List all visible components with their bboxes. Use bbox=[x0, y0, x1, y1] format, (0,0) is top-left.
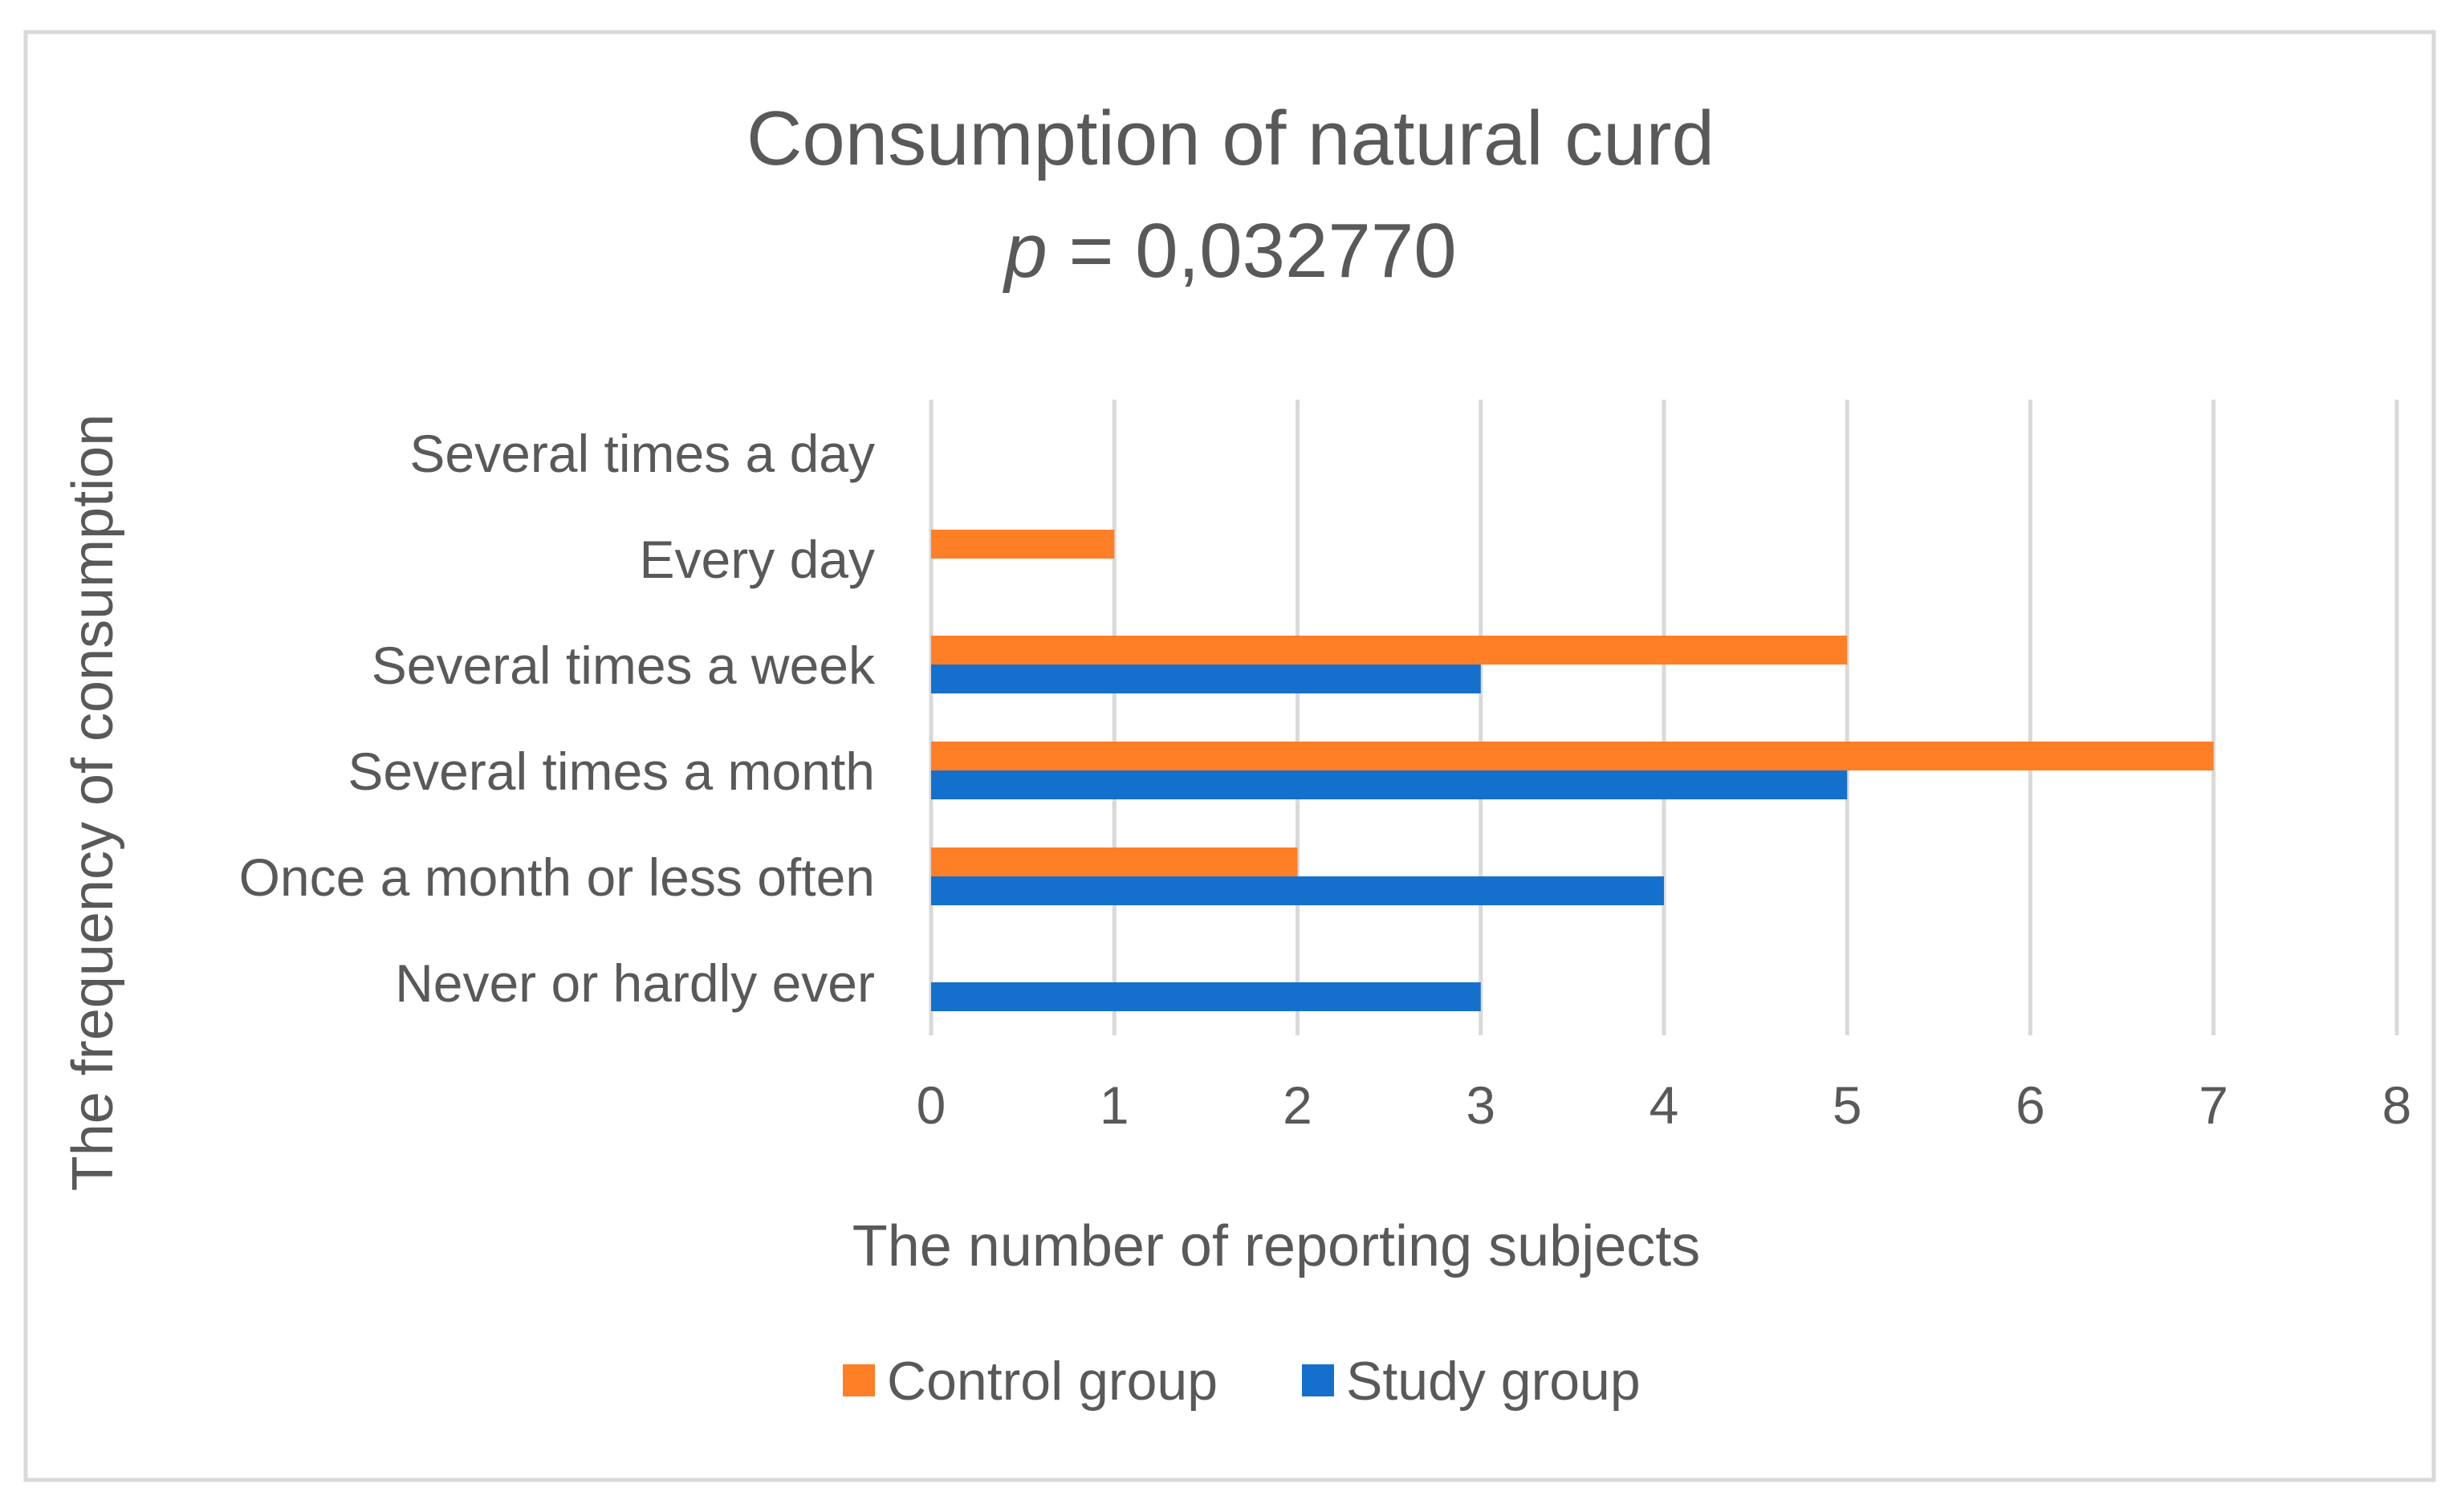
bar-study-group-several-times-a-week bbox=[931, 665, 1481, 693]
legend: Control group Study group bbox=[843, 1351, 1641, 1412]
y-axis-label: The frequency of consumption bbox=[61, 414, 125, 1192]
category-labels: Several times a day Every day Several time… bbox=[239, 424, 876, 1013]
category-label: Once a month or less often bbox=[239, 847, 875, 907]
bar-control-group-every-day bbox=[931, 530, 1115, 559]
legend-swatch-study bbox=[1302, 1364, 1334, 1396]
subtitle-p: p bbox=[1002, 208, 1047, 294]
x-tick-labels: 0 1 2 3 4 5 6 7 8 bbox=[917, 1075, 2412, 1135]
bar-control-group-several-times-a-month bbox=[931, 742, 2214, 770]
x-tick-label: 7 bbox=[2199, 1075, 2228, 1135]
subtitle-value: = 0,032770 bbox=[1047, 208, 1457, 294]
x-tick-label: 3 bbox=[1466, 1075, 1495, 1135]
category-label: Several times a month bbox=[348, 742, 875, 801]
bar-study-group-once-a-month-or-less-often bbox=[931, 876, 1664, 905]
x-tick-label: 2 bbox=[1283, 1075, 1312, 1135]
bar-control-group-several-times-a-week bbox=[931, 636, 1848, 665]
x-tick-label: 6 bbox=[2016, 1075, 2045, 1135]
x-tick-label: 1 bbox=[1100, 1075, 1129, 1135]
category-label: Several times a week bbox=[372, 636, 876, 695]
category-label: Every day bbox=[640, 530, 875, 589]
gridlines bbox=[929, 400, 2399, 1035]
category-label: Never or hardly ever bbox=[395, 953, 875, 1013]
bars bbox=[931, 530, 2214, 1011]
bar-control-group-once-a-month-or-less-often bbox=[931, 847, 1298, 876]
legend-label-control: Control group bbox=[887, 1351, 1218, 1412]
chart-subtitle: p = 0,032770 bbox=[1002, 208, 1456, 294]
x-tick-label: 5 bbox=[1833, 1075, 1862, 1135]
x-tick-label: 4 bbox=[1649, 1075, 1679, 1135]
category-label: Several times a day bbox=[409, 424, 875, 483]
x-axis-label: The number of reporting subjects bbox=[852, 1214, 1701, 1278]
legend-label-study: Study group bbox=[1346, 1351, 1641, 1412]
legend-swatch-control bbox=[843, 1364, 875, 1396]
bar-study-group-never-or-hardly-ever bbox=[931, 982, 1481, 1011]
bar-study-group-several-times-a-month bbox=[931, 770, 1848, 799]
chart-title: Consumption of natural curd bbox=[746, 96, 1715, 181]
x-tick-label: 0 bbox=[917, 1075, 946, 1135]
x-tick-label: 8 bbox=[2382, 1075, 2412, 1135]
